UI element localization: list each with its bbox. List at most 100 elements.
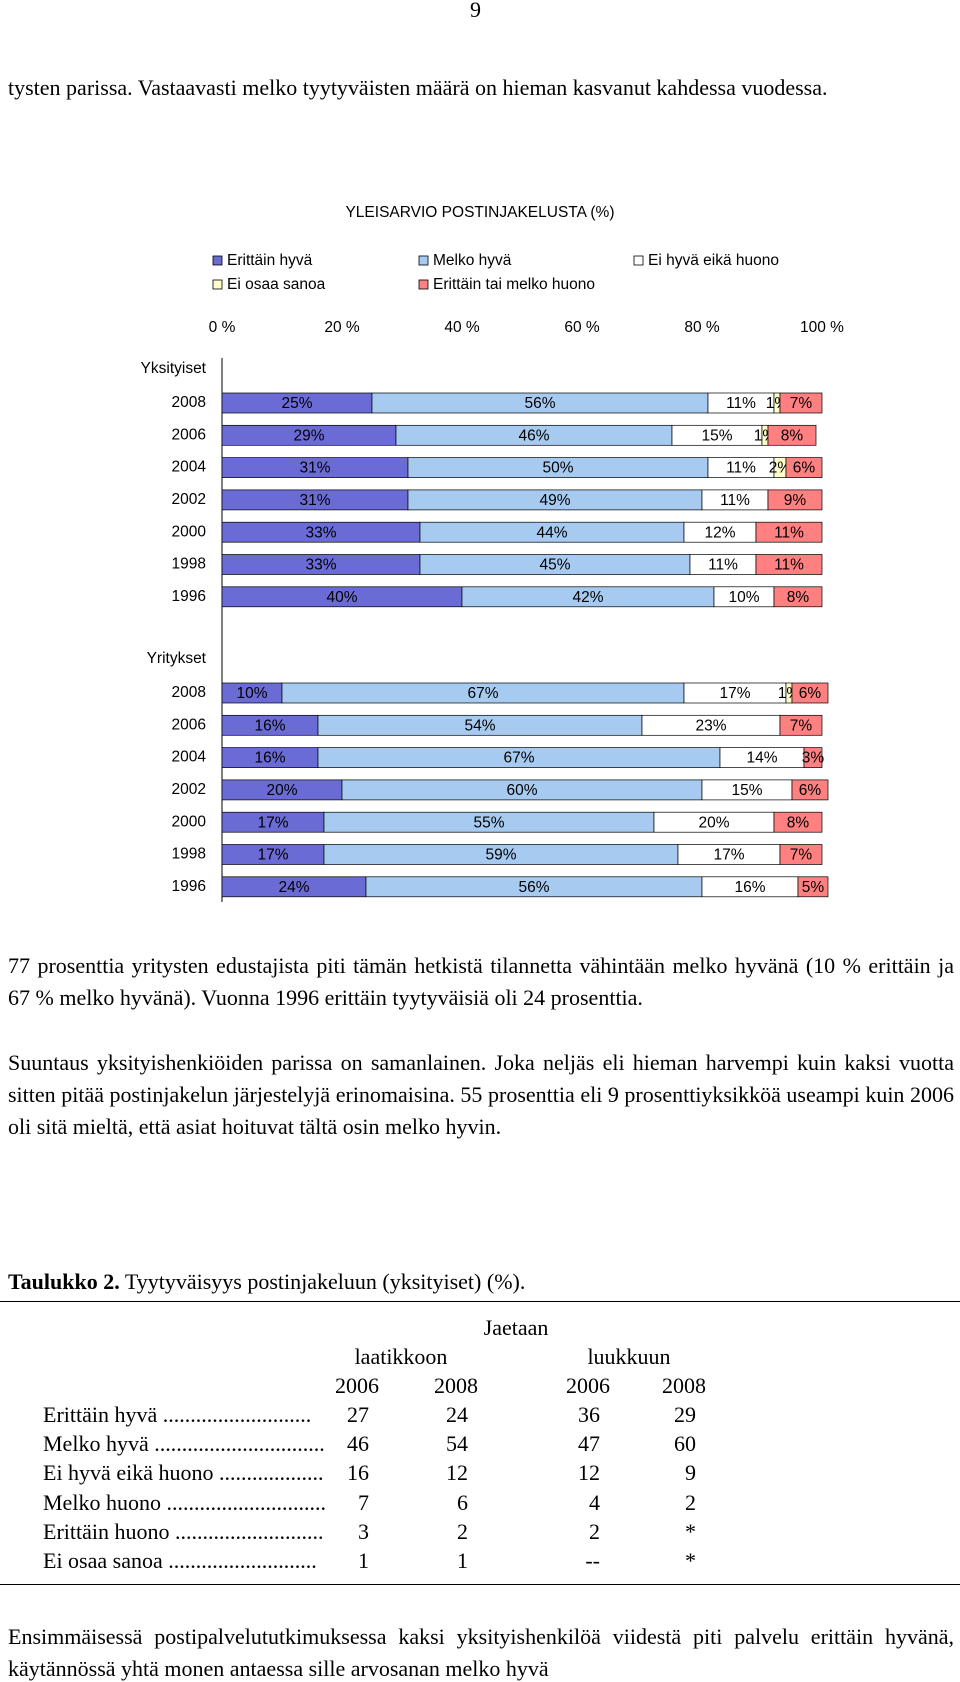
value-label: 15% [701, 427, 732, 444]
row-label: Ei osaa sanoa ..........................… [43, 1548, 317, 1573]
value-label: 11% [774, 557, 804, 574]
bar-segment [803, 747, 823, 768]
value-label: 29% [293, 427, 324, 444]
value-label: 45% [539, 557, 570, 574]
value-label: 59% [485, 847, 516, 864]
x-tick-label: 40 % [444, 319, 480, 336]
y-tick-label: 2004 [172, 459, 207, 476]
value-label: 31% [299, 460, 330, 477]
value-label: 11% [726, 395, 756, 412]
y-tick-label: 2006 [172, 716, 206, 733]
value-label: 20% [266, 782, 297, 799]
page-number: 9 [470, 0, 481, 22]
y-tick-label: 1998 [172, 556, 206, 573]
legend-label: Erittäin hyvä [227, 252, 313, 269]
value-label: 56% [524, 395, 555, 412]
y-tick-label: 1998 [172, 846, 206, 863]
rule [0, 1584, 960, 1585]
x-tick-label: 60 % [564, 319, 600, 336]
table-cell: 7 [358, 1489, 369, 1515]
value-label: 8% [787, 589, 810, 606]
value-label: 56% [518, 879, 549, 896]
table-cell: -- [585, 1548, 600, 1573]
bar-segment [779, 714, 823, 736]
legend-label: Erittäin tai melko huono [433, 276, 595, 293]
value-label: 25% [281, 395, 312, 412]
table-header: 2006 [566, 1373, 610, 1398]
table-header: 2006 [335, 1373, 379, 1398]
x-tick-label: 0 % [209, 319, 236, 336]
value-label: 3% [802, 750, 825, 767]
table-header: 2008 [662, 1373, 706, 1398]
legend-swatch [418, 279, 429, 290]
table-cell: 54 [446, 1431, 468, 1457]
y-tick-label: 2008 [172, 394, 206, 411]
legend-label: Ei hyvä eikä huono [648, 252, 779, 269]
group-label: Yksityiset [141, 360, 207, 377]
y-tick-label: 2004 [172, 749, 207, 766]
value-label: 11% [720, 492, 750, 509]
value-label: 67% [503, 750, 534, 767]
table-cell: 2 [589, 1518, 600, 1544]
value-label: 15% [731, 782, 762, 799]
legend-label: Melko hyvä [433, 252, 512, 269]
table-cell: 46 [347, 1431, 369, 1457]
x-tick-label: 20 % [324, 319, 360, 336]
value-label: 12% [704, 524, 735, 541]
value-label: 49% [539, 492, 570, 509]
value-label: 11% [726, 460, 756, 477]
table-cell: 16 [347, 1460, 369, 1486]
table-header: laatikkoon [354, 1344, 448, 1369]
y-tick-label: 2000 [172, 813, 207, 830]
value-label: 8% [781, 427, 804, 444]
chart: YLEISARVIO POSTINJAKELUSTA (%) Erittäin … [141, 204, 844, 902]
value-label: 11% [708, 557, 738, 574]
paragraph: Ensimmäisessä postipalvelututkimuksessa … [8, 1624, 954, 1681]
legend-swatch [212, 279, 223, 290]
y-tick-label: 1996 [172, 588, 206, 605]
table-cell: 4 [589, 1489, 600, 1515]
bar-segment [779, 392, 823, 414]
paragraph: tysten parissa. Vastaavasti melko tyytyv… [8, 75, 828, 100]
row-label: Melko huono ............................… [43, 1489, 326, 1515]
y-tick-label: 2000 [172, 523, 207, 540]
table-cell: * [685, 1518, 696, 1544]
paragraph: Suuntaus yksityishenkiöiden parissa on s… [8, 1050, 954, 1139]
bar-segment [767, 489, 823, 511]
y-tick-label: 2006 [172, 426, 206, 443]
value-label: 16% [254, 717, 285, 734]
value-label: 6% [799, 782, 822, 799]
value-label: 9% [784, 492, 807, 509]
bar-segment [773, 586, 823, 608]
bar-segment [773, 811, 823, 833]
row-label: Erittäin hyvä ..........................… [43, 1402, 312, 1427]
row-label: Ei hyvä eikä huono ................... [43, 1460, 324, 1486]
table-header: Jaetaan [483, 1315, 549, 1340]
value-label: 17% [257, 814, 288, 831]
y-tick-label: 2008 [172, 684, 206, 701]
value-label: 40% [326, 589, 357, 606]
bar-segment [797, 876, 829, 898]
caption-label: Taulukko 2. [8, 1269, 120, 1294]
value-label: 5% [802, 879, 825, 896]
y-tick-label: 2002 [172, 781, 206, 798]
table-cell: 12 [578, 1460, 600, 1486]
value-label: 33% [305, 524, 336, 541]
value-label: 31% [299, 492, 330, 509]
value-label: 7% [790, 847, 813, 864]
table-cell: 1 [358, 1548, 369, 1573]
table-header: 2008 [434, 1373, 478, 1398]
bar-segment [767, 424, 817, 446]
table-cell: 12 [446, 1460, 468, 1486]
table-cell: 36 [578, 1402, 600, 1427]
value-label: 14% [746, 750, 777, 767]
value-label: 55% [473, 814, 504, 831]
rule [0, 1301, 960, 1302]
chart-title: YLEISARVIO POSTINJAKELUSTA (%) [345, 204, 614, 221]
bar-segment [791, 682, 829, 704]
value-label: 20% [698, 814, 729, 831]
x-tick-label: 100 % [800, 319, 844, 336]
table-cell: 60 [674, 1431, 696, 1457]
legend-swatch [418, 255, 429, 266]
table-cell: 9 [685, 1460, 696, 1486]
